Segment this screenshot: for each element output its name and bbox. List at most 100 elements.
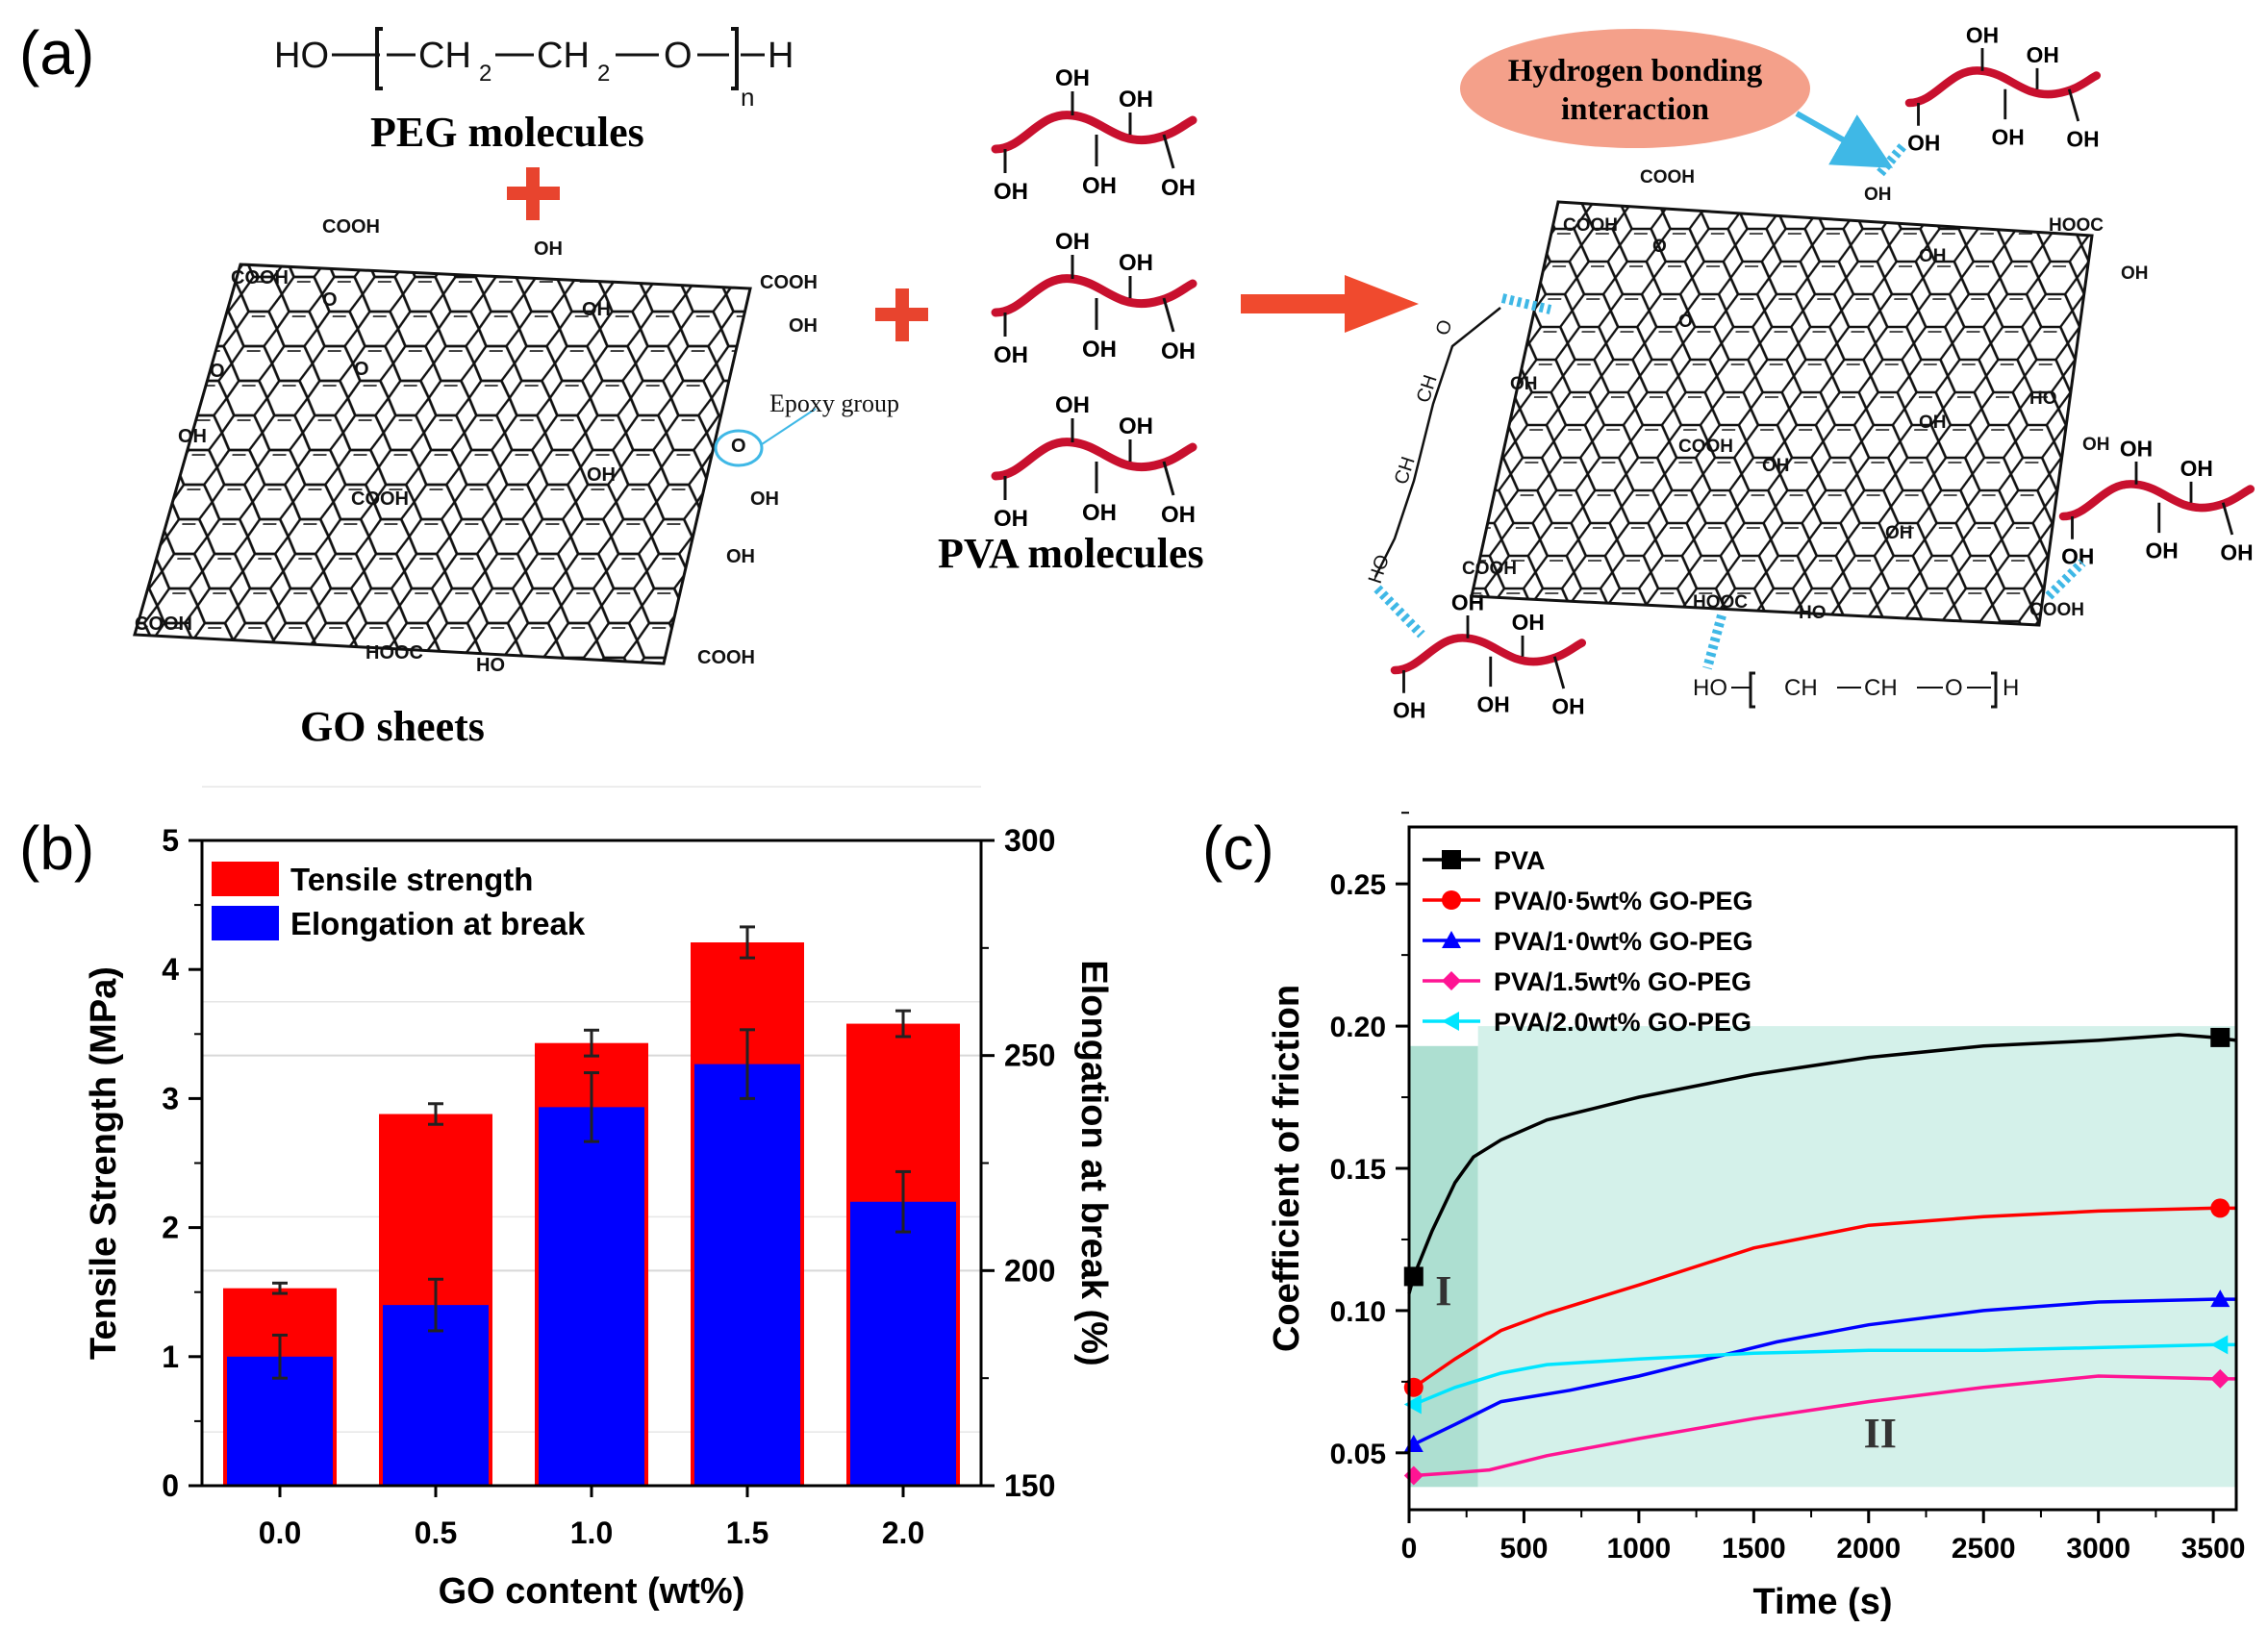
svg-text:COOH: COOH xyxy=(322,216,380,238)
pva-oh: OH xyxy=(1393,697,1425,722)
svg-text:HOOC: HOOC xyxy=(2049,215,2104,236)
region-label: I xyxy=(1435,1267,1451,1315)
elongation-bar xyxy=(539,1107,644,1486)
svg-text:OH: OH xyxy=(1885,523,1913,543)
svg-text:COOH: COOH xyxy=(697,647,755,668)
svg-text:O: O xyxy=(1945,675,1963,701)
svg-text:OH: OH xyxy=(726,546,755,567)
y-tick-label: 5 xyxy=(162,823,179,858)
pva-oh: OH xyxy=(1119,413,1153,439)
pva-chain xyxy=(991,111,1197,154)
legend-label: Elongation at break xyxy=(290,906,586,941)
svg-text:OH: OH xyxy=(2121,263,2149,284)
pva-oh: OH xyxy=(1907,130,1940,155)
x-axis-label: GO content (wt%) xyxy=(439,1571,745,1612)
y-tick-label: 0.25 xyxy=(1330,869,1386,901)
panel-c-label: (c) xyxy=(1202,814,1274,883)
x-tick-label: 3000 xyxy=(2066,1533,2130,1565)
x-tick-label: 2.0 xyxy=(882,1515,924,1550)
svg-text:OH: OH xyxy=(1864,185,1892,205)
svg-text:O: O xyxy=(1652,237,1667,257)
region-2 xyxy=(1477,1026,2236,1488)
y-tick-label: 0.05 xyxy=(1330,1439,1386,1470)
pva-oh: OH xyxy=(1119,250,1153,276)
legend: PVA PVA/0·5wt% GO-PEG PVA/1·0wt% GO-PEG PVA… xyxy=(1423,846,1753,1037)
y2-tick-label: 300 xyxy=(1004,823,1055,858)
svg-text:OH: OH xyxy=(1919,413,1947,433)
pva-oh: OH xyxy=(2120,436,2153,461)
x-tick-label: 0.0 xyxy=(259,1515,301,1550)
peg-o: O xyxy=(664,36,693,76)
y-tick-label: 0.15 xyxy=(1330,1154,1386,1186)
go-sheet-composite: COOH COOH OH HOOC OH OH O O OH COOH OH O… xyxy=(1462,167,2149,627)
marker-left-triangle xyxy=(2210,1335,2229,1355)
svg-text:CH: CH xyxy=(1413,372,1442,405)
series-line xyxy=(1408,1374,2236,1480)
elongation-bar xyxy=(383,1305,489,1486)
legend-swatch xyxy=(212,862,279,896)
legend-label: PVA/1.5wt% GO-PEG xyxy=(1494,967,1751,996)
svg-text:HO: HO xyxy=(1693,675,1727,701)
svg-text:OH: OH xyxy=(534,238,563,260)
pva-oh: OH xyxy=(2066,127,2099,152)
svg-text:O: O xyxy=(210,361,225,382)
marker-square xyxy=(2210,1027,2230,1047)
svg-text:O: O xyxy=(354,359,369,380)
svg-text:HOOC: HOOC xyxy=(1693,592,1748,613)
elongation-bar xyxy=(694,1064,800,1486)
peg-sub-2: 2 xyxy=(597,61,610,87)
svg-text:O: O xyxy=(1432,317,1457,338)
svg-text:OH: OH xyxy=(178,426,207,447)
marker-triangle xyxy=(2210,1290,2230,1308)
series-line xyxy=(1408,1297,2236,1449)
legend: Tensile strength Elongation at break xyxy=(212,862,586,941)
pva-oh: OH xyxy=(2180,456,2213,481)
peg-label: PEG molecules xyxy=(370,109,644,156)
go-label: GO sheets xyxy=(300,703,485,750)
pva-chain xyxy=(2058,480,2255,521)
pva-oh: OH xyxy=(1551,694,1584,719)
y2-tick-label: 200 xyxy=(1004,1253,1055,1288)
panel-c-line-chart: (c) I II 0 500 1000 1500 2000 2500 3000 3500 0.05 0… xyxy=(1154,760,2268,1628)
epoxy-highlight xyxy=(714,429,764,467)
svg-text:OH: OH xyxy=(1919,246,1947,266)
x-tick-label: 1500 xyxy=(1722,1533,1786,1565)
svg-text:COOH: COOH xyxy=(1640,167,1695,188)
svg-text:COOH: COOH xyxy=(351,488,409,510)
pva-oh: OH xyxy=(1082,500,1117,526)
marker-circle xyxy=(1403,1377,1424,1397)
y-axis-label: Tensile Strength (MPa) xyxy=(84,966,124,1360)
x-tick-label: 2000 xyxy=(1836,1533,1901,1565)
marker-circle xyxy=(1442,890,1461,910)
y-tick-label: 4 xyxy=(162,952,179,987)
svg-text:COOH: COOH xyxy=(1563,215,1618,236)
svg-text:COOH: COOH xyxy=(1678,437,1733,457)
peg-chain-vertical: O CH CH HO xyxy=(1365,307,1501,587)
x-tick-label: 500 xyxy=(1499,1533,1548,1565)
svg-text:COOH: COOH xyxy=(2029,600,2084,620)
pva-oh: OH xyxy=(2027,42,2059,67)
pva-oh: OH xyxy=(1512,610,1545,635)
legend-label: Tensile strength xyxy=(290,862,533,897)
schematic-diagram: HO CH 2 CH 2 O n H PEG molecules xyxy=(133,22,2255,750)
series-4 xyxy=(1403,1335,2236,1415)
peg-ho: HO xyxy=(274,36,329,76)
legend-label: PVA/1·0wt% GO-PEG xyxy=(1494,927,1753,956)
y-tick-label: 0.20 xyxy=(1330,1012,1386,1043)
y-tick-label: 2 xyxy=(162,1211,179,1245)
hydrogen-bonding-bubble: Hydrogen bonding interaction xyxy=(1460,29,1894,168)
pva-oh: OH xyxy=(1992,125,2025,150)
go-sheet-left: COOH COOH OH COOH OH OH OH O O O OH COOH… xyxy=(133,216,899,676)
marker-diamond xyxy=(1442,971,1461,990)
svg-text:COOH: COOH xyxy=(1462,559,1517,579)
svg-text:O: O xyxy=(731,436,746,457)
panel-b-label: (b) xyxy=(19,814,95,883)
pva-oh: OH xyxy=(1055,65,1090,91)
marker-triangle xyxy=(1442,931,1461,948)
pva-oh: OH xyxy=(1055,392,1090,418)
pva-oh: OH xyxy=(1477,692,1510,717)
pva-oh: OH xyxy=(994,342,1028,368)
